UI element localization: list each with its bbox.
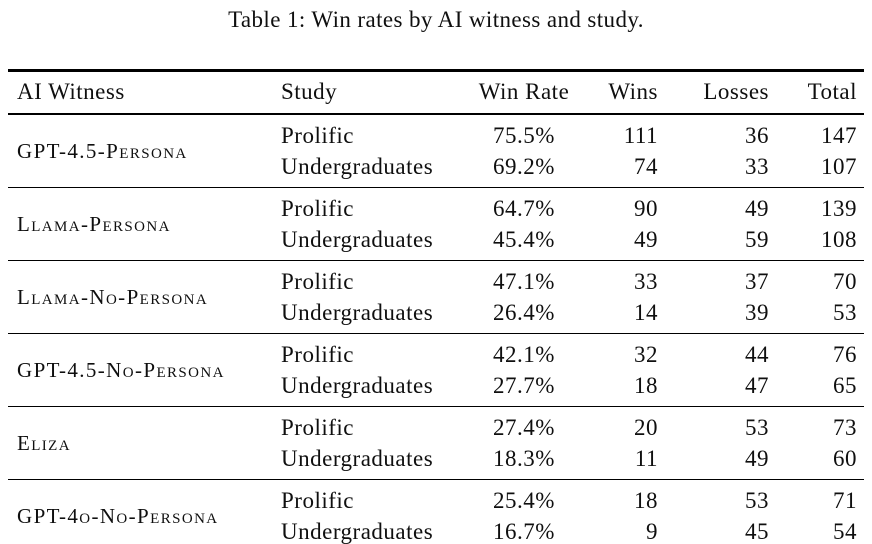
total-cell: 60 bbox=[833, 446, 857, 471]
total-cell: 53 bbox=[833, 300, 857, 325]
study-cell: Prolific bbox=[281, 123, 354, 148]
wins-cell: 9 bbox=[646, 519, 658, 544]
study-cell: Undergraduates bbox=[281, 300, 434, 325]
wins-cell: 90 bbox=[634, 196, 658, 221]
win-rate-cell: 45.4% bbox=[493, 227, 555, 252]
wins-cell: 20 bbox=[634, 415, 658, 440]
study-cell: Prolific bbox=[281, 269, 354, 294]
table-row: Undergraduates 69.2% 74 33 107 bbox=[8, 151, 864, 188]
witness-name: GPT-4.5-Persona bbox=[17, 138, 188, 163]
study-cell: Prolific bbox=[281, 196, 354, 221]
wins-cell: 11 bbox=[634, 446, 658, 471]
total-cell: 54 bbox=[833, 519, 857, 544]
win-rate-cell: 69.2% bbox=[493, 154, 555, 179]
witness-group-llama-no-persona: Llama-No-Persona Prolific 47.1% 33 37 70… bbox=[8, 260, 864, 334]
wins-cell: 18 bbox=[634, 373, 658, 398]
total-cell: 65 bbox=[833, 373, 857, 398]
witness-name: GPT-4.5-No-Persona bbox=[17, 357, 225, 382]
study-cell: Undergraduates bbox=[281, 154, 434, 179]
losses-cell: 47 bbox=[745, 373, 769, 398]
witness-name: Llama-Persona bbox=[17, 211, 171, 236]
witness-group-gpt4o-no-persona: GPT-4o-No-Persona Prolific 25.4% 18 53 7… bbox=[8, 479, 864, 544]
table-row: Undergraduates 16.7% 9 45 54 bbox=[8, 516, 864, 544]
table-row: GPT-4o-No-Persona Prolific 25.4% 18 53 7… bbox=[8, 480, 864, 528]
witness-name: GPT-4o-No-Persona bbox=[17, 503, 219, 528]
wins-cell: 18 bbox=[634, 488, 658, 513]
col-header-win-rate: Win Rate bbox=[470, 70, 578, 115]
col-header-study: Study bbox=[273, 70, 470, 115]
win-rate-cell: 27.7% bbox=[493, 373, 555, 398]
total-cell: 73 bbox=[833, 415, 857, 440]
losses-cell: 49 bbox=[745, 196, 769, 221]
losses-cell: 39 bbox=[745, 300, 769, 325]
col-header-wins: Wins bbox=[578, 70, 663, 115]
table-row: GPT-4.5-No-Persona Prolific 42.1% 32 44 … bbox=[8, 334, 864, 382]
table-caption: Table 1: Win rates by AI witness and stu… bbox=[228, 7, 644, 32]
total-cell: 70 bbox=[833, 269, 857, 294]
win-rate-cell: 26.4% bbox=[493, 300, 555, 325]
witness-group-llama-persona: Llama-Persona Prolific 64.7% 90 49 139 U… bbox=[8, 187, 864, 261]
win-rate-cell: 42.1% bbox=[493, 342, 555, 367]
study-cell: Prolific bbox=[281, 415, 354, 440]
wins-cell: 33 bbox=[634, 269, 658, 294]
losses-cell: 53 bbox=[745, 415, 769, 440]
losses-cell: 59 bbox=[745, 227, 769, 252]
win-rate-cell: 75.5% bbox=[493, 123, 555, 148]
win-rate-cell: 18.3% bbox=[493, 446, 555, 471]
total-cell: 147 bbox=[821, 123, 857, 148]
losses-cell: 45 bbox=[745, 519, 769, 544]
table-row: Undergraduates 27.7% 18 47 65 bbox=[8, 370, 864, 407]
win-rate-cell: 47.1% bbox=[493, 269, 555, 294]
study-cell: Undergraduates bbox=[281, 446, 434, 471]
losses-cell: 53 bbox=[745, 488, 769, 513]
win-rate-cell: 64.7% bbox=[493, 196, 555, 221]
win-rates-table: AI Witness Study Win Rate Wins Losses To… bbox=[8, 69, 864, 544]
col-header-ai-witness: AI Witness bbox=[8, 70, 273, 115]
losses-cell: 33 bbox=[745, 154, 769, 179]
witness-group-gpt45-no-persona: GPT-4.5-No-Persona Prolific 42.1% 32 44 … bbox=[8, 333, 864, 407]
table-row: Llama-Persona Prolific 64.7% 90 49 139 bbox=[8, 188, 864, 236]
total-cell: 139 bbox=[821, 196, 857, 221]
losses-cell: 37 bbox=[745, 269, 769, 294]
win-rate-cell: 27.4% bbox=[493, 415, 555, 440]
losses-cell: 49 bbox=[745, 446, 769, 471]
win-rate-cell: 25.4% bbox=[493, 488, 555, 513]
study-cell: Undergraduates bbox=[281, 373, 434, 398]
witness-group-gpt45-persona: GPT-4.5-Persona Prolific 75.5% 111 36 14… bbox=[8, 114, 864, 188]
wins-cell: 14 bbox=[634, 300, 658, 325]
win-rate-cell: 16.7% bbox=[493, 519, 555, 544]
table-header-row: AI Witness Study Win Rate Wins Losses To… bbox=[8, 70, 864, 115]
col-header-losses: Losses bbox=[663, 70, 774, 115]
losses-cell: 36 bbox=[745, 123, 769, 148]
total-cell: 71 bbox=[833, 488, 857, 513]
table-row: Llama-No-Persona Prolific 47.1% 33 37 70 bbox=[8, 261, 864, 309]
wins-cell: 74 bbox=[634, 154, 658, 179]
total-cell: 108 bbox=[821, 227, 857, 252]
total-cell: 76 bbox=[833, 342, 857, 367]
table-row: Undergraduates 18.3% 11 49 60 bbox=[8, 443, 864, 480]
wins-cell: 111 bbox=[623, 123, 658, 148]
losses-cell: 44 bbox=[745, 342, 769, 367]
table-row: Undergraduates 45.4% 49 59 108 bbox=[8, 224, 864, 261]
col-header-total: Total bbox=[774, 70, 864, 115]
wins-cell: 32 bbox=[634, 342, 658, 367]
table-row: Eliza Prolific 27.4% 20 53 73 bbox=[8, 407, 864, 455]
total-cell: 107 bbox=[821, 154, 857, 179]
study-cell: Undergraduates bbox=[281, 519, 434, 544]
study-cell: Prolific bbox=[281, 488, 354, 513]
study-cell: Undergraduates bbox=[281, 227, 434, 252]
wins-cell: 49 bbox=[634, 227, 658, 252]
witness-group-eliza: Eliza Prolific 27.4% 20 53 73 Undergradu… bbox=[8, 406, 864, 480]
table-row: GPT-4.5-Persona Prolific 75.5% 111 36 14… bbox=[8, 114, 864, 163]
witness-name: Llama-No-Persona bbox=[17, 284, 209, 309]
table-row: Undergraduates 26.4% 14 39 53 bbox=[8, 297, 864, 334]
witness-name: Eliza bbox=[17, 430, 71, 455]
study-cell: Prolific bbox=[281, 342, 354, 367]
